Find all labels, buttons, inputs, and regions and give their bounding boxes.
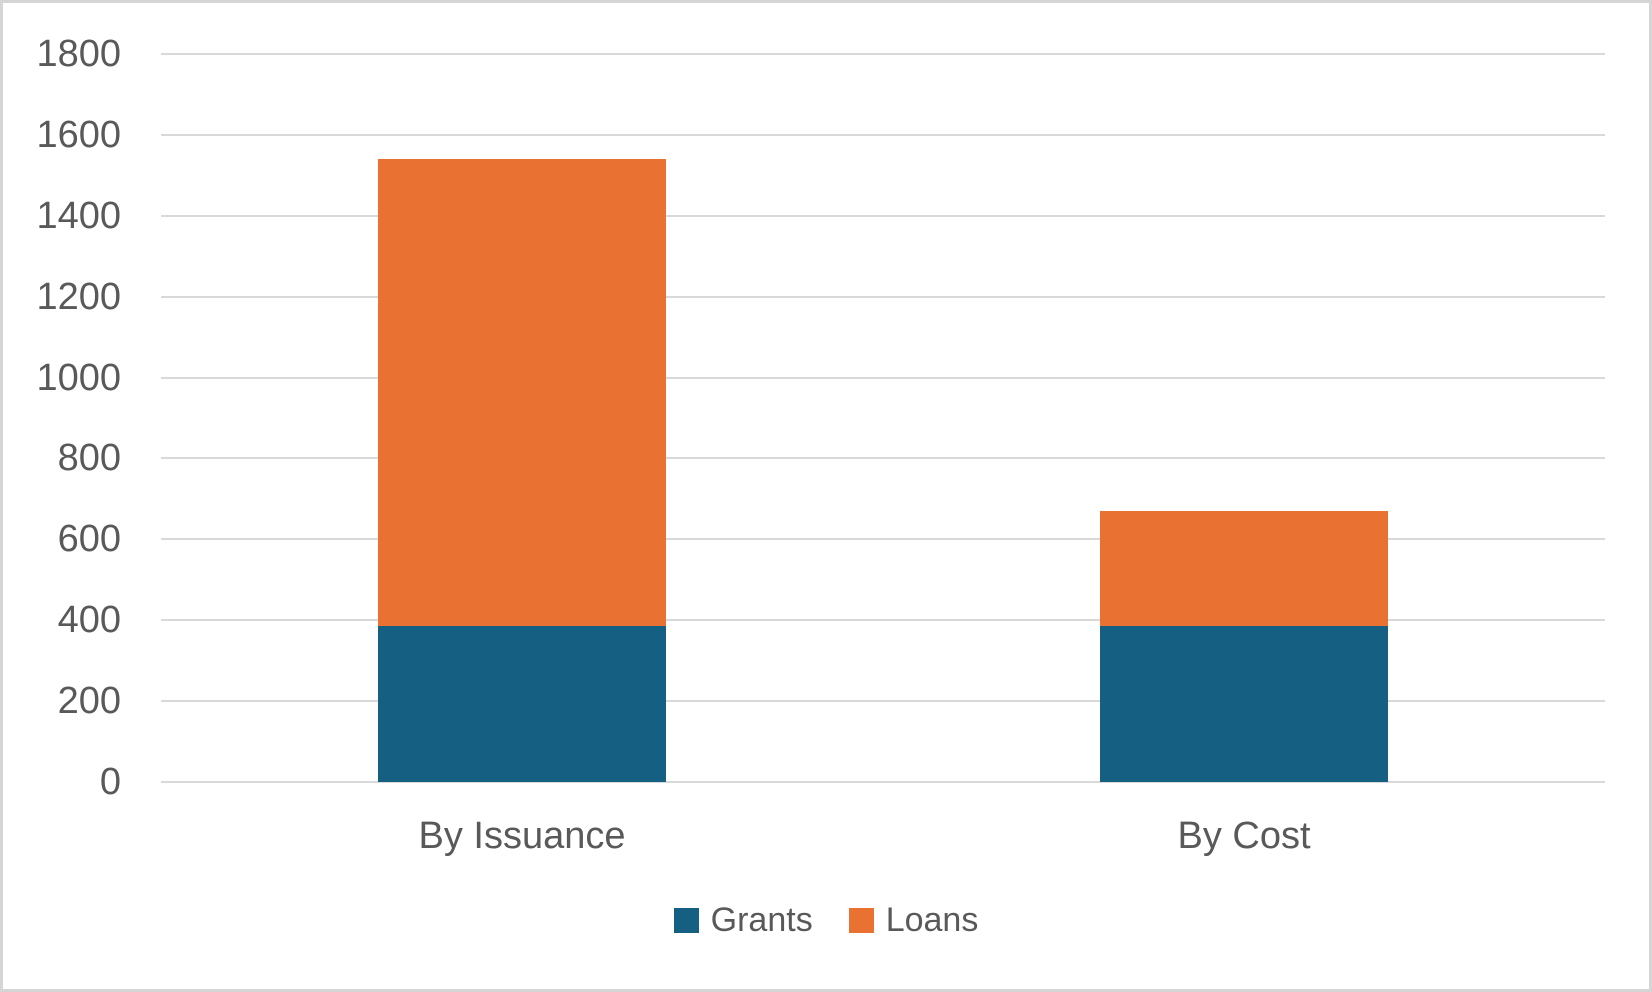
y-tick-label-1600: 1600 <box>36 113 121 156</box>
bar-segment-grants-by-issuance <box>378 626 666 782</box>
bar-segment-loans-by-cost <box>1100 511 1388 627</box>
gridline-400 <box>161 619 1605 622</box>
y-tick-label-200: 200 <box>57 680 121 723</box>
plot-area: 0 200 400 600 800 1000 1200 1400 1600 1800 By Issu… <box>3 3 1649 989</box>
y-tick-label-600: 600 <box>57 518 121 561</box>
gridline-1800 <box>161 53 1605 55</box>
y-tick-label-1800: 1800 <box>36 33 121 75</box>
legend-swatch-grants <box>673 908 699 933</box>
legend-item-grants: Grants <box>673 901 813 940</box>
gridline-1400 <box>161 214 1605 217</box>
bar-segment-grants-by-cost <box>1100 626 1388 782</box>
gridline-800 <box>161 457 1605 460</box>
y-tick-label-800: 800 <box>57 437 121 480</box>
y-tick-label-400: 400 <box>57 599 121 642</box>
gridline-1600 <box>161 133 1605 136</box>
legend: Grants Loans <box>3 901 1649 940</box>
gridline-200 <box>161 700 1605 703</box>
bar-segment-loans-by-issuance <box>378 159 666 627</box>
legend-label-grants: Grants <box>710 901 813 939</box>
x-axis-label-by-cost: By Cost <box>1177 815 1311 857</box>
y-tick-label-0: 0 <box>99 761 121 803</box>
gridline-1000 <box>161 376 1605 379</box>
x-axis-label-by-issuance: By Issuance <box>418 815 626 857</box>
gridline-0 <box>161 781 1605 783</box>
legend-swatch-loans <box>848 908 874 933</box>
legend-item-loans: Loans <box>848 901 979 940</box>
legend-label-loans: Loans <box>885 901 979 939</box>
gridline-600 <box>161 538 1605 541</box>
y-tick-label-1000: 1000 <box>36 356 121 399</box>
y-tick-label-1400: 1400 <box>36 194 121 237</box>
gridline-1200 <box>161 295 1605 298</box>
y-tick-label-1200: 1200 <box>36 275 121 318</box>
